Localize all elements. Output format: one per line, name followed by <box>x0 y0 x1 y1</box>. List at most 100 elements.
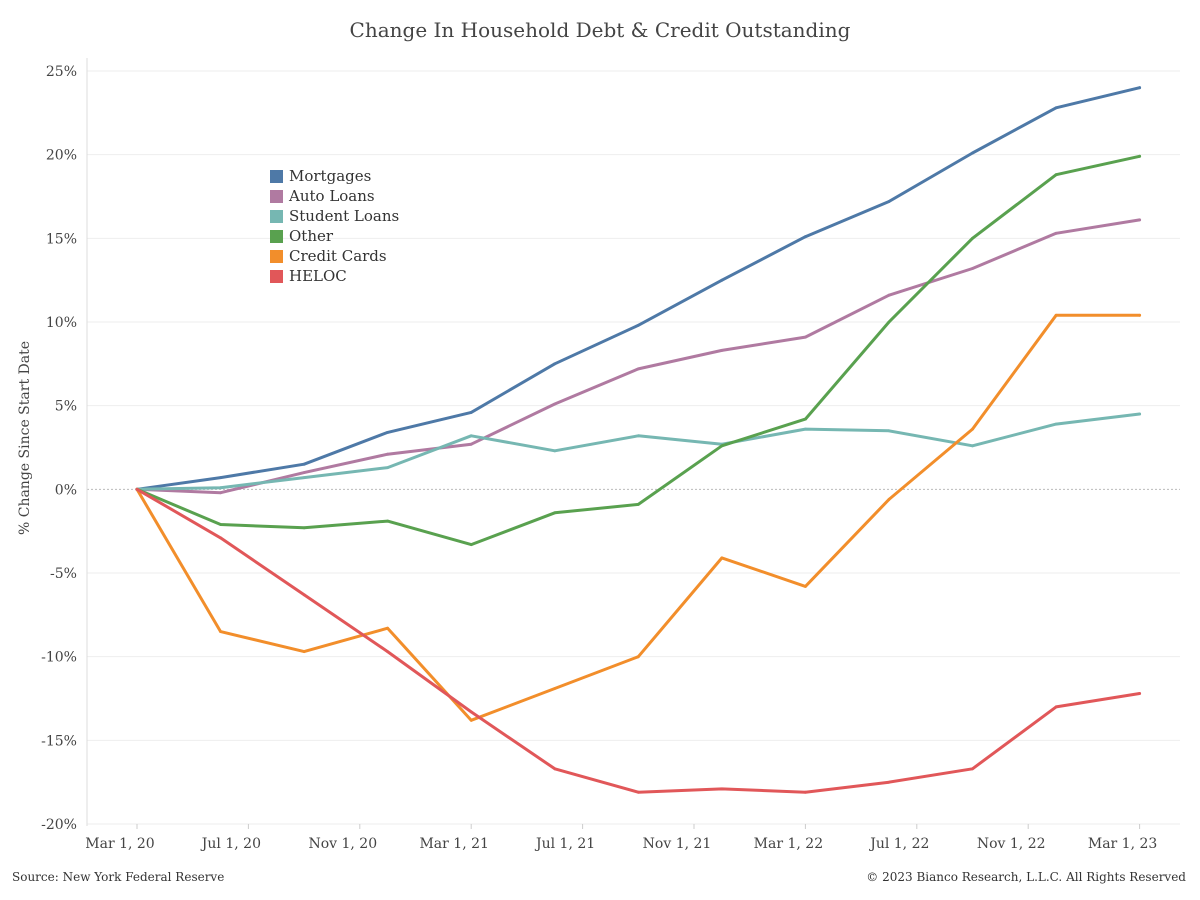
data-point <box>219 536 223 540</box>
x-tick-label: Mar 1, 23 <box>1088 836 1157 852</box>
y-tick-label: 20% <box>46 148 77 164</box>
series-line-credit-cards <box>135 313 1142 722</box>
data-point <box>1054 173 1058 177</box>
series-credit-cards <box>135 313 1142 722</box>
legend-label: Credit Cards <box>289 247 387 265</box>
data-point <box>386 452 389 456</box>
data-point <box>302 471 306 474</box>
data-point <box>720 556 724 560</box>
data-point <box>887 429 891 433</box>
series-other <box>135 154 1142 547</box>
data-point <box>386 431 389 434</box>
legend-item-heloc: HELOC <box>270 266 399 286</box>
legend-swatch <box>270 189 283 203</box>
data-point <box>386 519 389 523</box>
data-point <box>887 293 891 297</box>
data-point <box>887 200 891 203</box>
series-student-loans <box>135 412 1142 491</box>
data-point <box>302 593 306 597</box>
data-point <box>1138 313 1141 317</box>
data-point <box>469 434 473 438</box>
data-point <box>971 444 974 448</box>
y-tick-label: -15% <box>41 733 77 749</box>
data-point <box>1138 692 1141 695</box>
series-lines <box>135 86 1142 794</box>
legend-label: Other <box>289 227 334 245</box>
legend-swatch <box>270 209 283 223</box>
legend-label: Student Loans <box>289 207 400 225</box>
y-axis: 25% 20% 15% 10% 5% 0% -5% -10% -15% -20% <box>41 58 88 833</box>
data-point <box>386 626 389 630</box>
data-point <box>887 780 891 784</box>
data-point <box>219 630 223 633</box>
data-point <box>469 718 473 722</box>
data-point <box>636 655 640 659</box>
data-point <box>804 585 807 588</box>
data-point <box>971 767 974 771</box>
data-point <box>219 523 223 526</box>
data-point <box>971 267 974 270</box>
data-point <box>636 503 640 506</box>
data-point <box>219 476 223 479</box>
data-point <box>219 486 223 490</box>
x-tick-label: Jul 1, 20 <box>200 836 261 852</box>
x-tick-label: Nov 1, 20 <box>308 836 377 852</box>
x-tick-label: Mar 1, 21 <box>419 836 488 852</box>
data-point <box>720 349 724 352</box>
data-point <box>1054 106 1058 110</box>
data-point <box>887 498 891 501</box>
data-point <box>302 526 306 530</box>
x-tick-label: Jul 1, 21 <box>534 836 595 852</box>
y-axis-label: % Change Since Start Date <box>17 341 33 535</box>
y-tick-label: 5% <box>55 399 77 415</box>
source-note: Source: New York Federal Reserve <box>12 870 225 884</box>
legend-label: HELOC <box>289 267 347 285</box>
data-point <box>971 427 974 431</box>
legend-swatch <box>270 229 283 243</box>
data-point <box>469 411 473 414</box>
data-point <box>887 320 891 324</box>
y-tick-label: -5% <box>50 566 77 582</box>
data-point <box>1054 231 1058 235</box>
data-point <box>720 444 724 448</box>
data-point <box>386 466 389 469</box>
data-point <box>553 687 557 690</box>
x-tick-label: Mar 1, 20 <box>85 836 154 852</box>
x-tick-label: Mar 1, 22 <box>754 836 823 852</box>
chart-title: Change In Household Debt & Credit Outsta… <box>349 18 851 42</box>
data-point <box>720 787 724 791</box>
x-axis: Mar 1, 20 Jul 1, 20 Nov 1, 20 Mar 1, 21 Jul … <box>85 824 1157 852</box>
data-point <box>1138 86 1141 90</box>
data-point <box>386 650 389 653</box>
legend-label: Auto Loans <box>289 187 375 205</box>
data-point <box>469 442 473 446</box>
data-point <box>636 367 640 371</box>
data-point <box>1054 313 1058 317</box>
legend-item-auto-loans: Auto Loans <box>270 186 399 206</box>
series-line-mortgages <box>135 86 1142 491</box>
data-point <box>302 462 306 466</box>
y-tick-label: 15% <box>46 231 77 247</box>
y-tick-label: 10% <box>46 315 77 331</box>
data-point <box>636 323 640 327</box>
legend: Mortgages Auto Loans Student Loans Other Cre… <box>270 166 399 286</box>
series-mortgages <box>135 86 1142 491</box>
legend-swatch <box>270 169 283 183</box>
copyright-note: © 2023 Bianco Research, L.L.C. All Right… <box>866 870 1186 884</box>
data-point <box>1054 422 1058 426</box>
y-tick-label: -20% <box>41 817 77 833</box>
data-point <box>804 790 807 794</box>
data-point <box>469 710 473 714</box>
x-tick-label: Nov 1, 22 <box>977 836 1046 852</box>
y-tick-label: -10% <box>41 650 77 666</box>
series-heloc <box>135 487 1142 794</box>
y-tick-label: 25% <box>46 64 77 80</box>
legend-swatch <box>270 249 283 263</box>
data-point <box>636 790 640 794</box>
data-point <box>971 151 974 155</box>
data-point <box>804 427 807 431</box>
data-point <box>553 511 557 515</box>
data-point <box>469 543 473 546</box>
y-tick-label: 0% <box>55 482 77 498</box>
